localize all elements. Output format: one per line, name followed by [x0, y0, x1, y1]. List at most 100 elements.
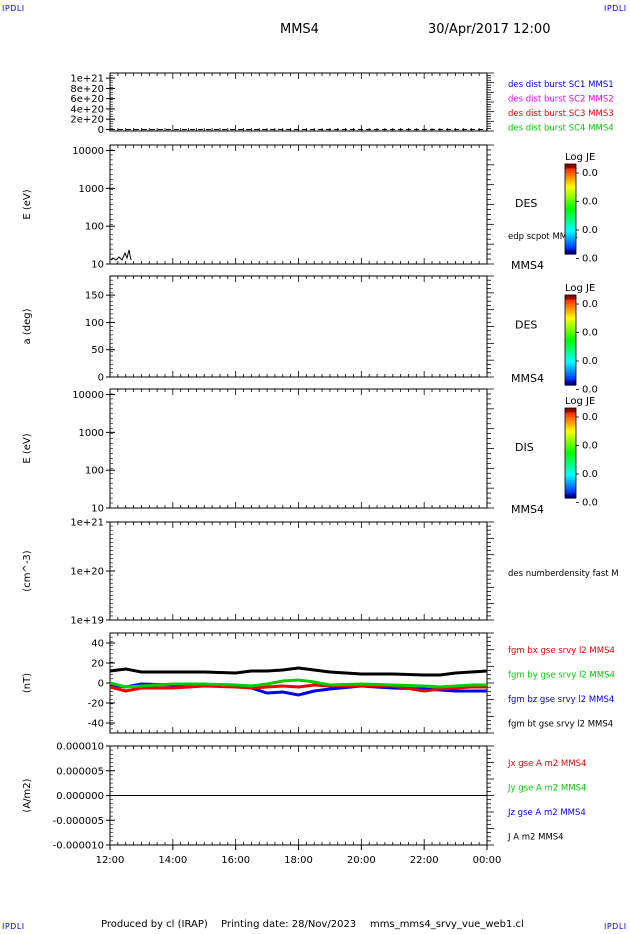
y-tick-label: -0.000005 — [53, 816, 104, 827]
colorbar-tick-label: 0.0 — [582, 356, 598, 367]
y-tick-label: 50 — [91, 345, 104, 356]
colorbar-segment — [565, 412, 576, 416]
colorbar-segment — [565, 247, 576, 251]
y-tick-label: 0.000000 — [56, 791, 104, 802]
colorbar-segment — [565, 200, 576, 203]
y-tick-label: 1e+21 — [70, 74, 104, 85]
colorbar-segment — [565, 297, 576, 301]
y-tick-label: 1e+21 — [70, 518, 104, 529]
colorbar-segment — [565, 495, 576, 499]
y-tick-label: 4e+20 — [70, 104, 104, 115]
colorbar-segment — [565, 484, 576, 488]
colorbar-title: Log JE — [565, 283, 595, 294]
colorbar-segment — [565, 369, 576, 373]
colorbar-tick-label: 0.0 — [582, 498, 598, 509]
colorbar-segment — [565, 328, 576, 332]
colorbar-title: Log JE — [565, 396, 595, 407]
x-tick-label: 14:00 — [158, 855, 187, 866]
colorbar-segment — [565, 378, 576, 382]
y-axis-label: (cm^-3) — [22, 550, 33, 591]
colorbar-segment — [565, 195, 576, 199]
x-tick-label: 22:00 — [410, 855, 439, 866]
x-tick-label: 00:00 — [473, 855, 502, 866]
corner-label-tr: IPDLI — [604, 4, 627, 13]
panel-frame-density — [109, 521, 488, 621]
panel-instrument-label: DES — [515, 197, 537, 210]
series-line-fgm-2 — [109, 678, 487, 689]
y-tick-label: 40 — [91, 639, 104, 650]
colorbar-segment — [565, 335, 576, 339]
colorbar-segment — [565, 457, 576, 461]
colorbar-segment — [565, 346, 576, 350]
colorbar-segment — [565, 417, 576, 420]
colorbar-segment — [565, 414, 576, 418]
colorbar-segment — [565, 170, 576, 174]
scpot-trace — [110, 249, 132, 261]
colorbar-segment — [565, 184, 576, 188]
y-tick-label: 0 — [98, 373, 104, 384]
colorbar-segment — [565, 299, 576, 303]
colorbar-tick-label: 0.0 — [582, 385, 598, 396]
colorbar-segment — [565, 301, 576, 305]
legend-entry: des dist burst SC2 MMS2 — [508, 95, 614, 105]
colorbar-segment — [565, 222, 576, 226]
colorbar-segment — [565, 455, 576, 459]
corner-label-br: IPDLI — [604, 922, 627, 931]
colorbar-segment — [565, 193, 576, 197]
colorbar-segment — [565, 423, 576, 427]
colorbar-segment — [565, 209, 576, 212]
colorbar-segment — [565, 360, 576, 364]
colorbar-segment — [565, 319, 576, 323]
legend-entry: fgm bt gse srvy l2 MMS4 — [508, 720, 613, 730]
colorbar-segment — [565, 213, 576, 217]
colorbar-segment — [565, 306, 576, 310]
colorbar-segment — [565, 477, 576, 481]
y-axis-label: E (eV) — [22, 189, 33, 219]
colorbar-segment — [565, 362, 576, 366]
colorbar-segment — [565, 175, 576, 179]
colorbar-segment — [565, 408, 576, 411]
legend-entry: J A m2 MMS4 — [507, 833, 564, 843]
colorbar-segment — [565, 351, 576, 355]
colorbar-segment — [565, 466, 576, 470]
colorbar-segment — [565, 430, 576, 434]
colorbar-segment — [565, 441, 576, 445]
colorbar-segment — [565, 371, 576, 375]
legend-entry: fgm bz gse srvy l2 MMS4 — [508, 695, 614, 705]
y-tick-label: -20 — [88, 699, 104, 710]
y-tick-label: 100 — [85, 318, 104, 329]
colorbar-segment — [565, 227, 576, 230]
colorbar-segment — [565, 410, 576, 414]
colorbar-segment — [565, 315, 576, 319]
y-axis-label: (A/m2) — [22, 778, 33, 812]
colorbar-segment — [565, 236, 576, 239]
colorbar-segment — [565, 450, 576, 454]
colorbar-segment — [565, 349, 576, 352]
colorbar-segment — [565, 426, 576, 429]
colorbar-segment — [565, 186, 576, 190]
colorbar-segment — [565, 229, 576, 233]
y-axis-label: a (deg) — [22, 308, 33, 344]
colorbar-segment — [565, 179, 576, 183]
colorbar-tick-label: 0.0 — [582, 168, 598, 179]
colorbar-segment — [565, 188, 576, 192]
colorbar-segment — [565, 249, 576, 253]
colorbar-segment — [565, 462, 576, 465]
series-line-fgm-3 — [109, 666, 488, 677]
x-tick-label: 20:00 — [347, 855, 376, 866]
colorbar-segment — [565, 471, 576, 474]
colorbar-tick-label: 0.0 — [582, 328, 598, 339]
series-line-fgm-1 — [109, 683, 487, 693]
colorbar-segment — [565, 245, 576, 248]
colorbar-segment — [565, 240, 576, 244]
legend-entry: des dist burst SC3 MMS3 — [508, 109, 614, 119]
colorbar-segment — [565, 373, 576, 377]
colorbar-segment — [565, 475, 576, 479]
colorbar-segment — [565, 215, 576, 219]
colorbar-segment — [565, 313, 576, 316]
colorbar-segment — [565, 382, 576, 386]
y-tick-label: 10000 — [72, 146, 104, 157]
overlay-label: edp scpot MMS4 — [508, 232, 578, 242]
legend-entry: fgm by gse srvy l2 MMS4 — [508, 671, 615, 681]
colorbar-segment — [565, 231, 576, 235]
